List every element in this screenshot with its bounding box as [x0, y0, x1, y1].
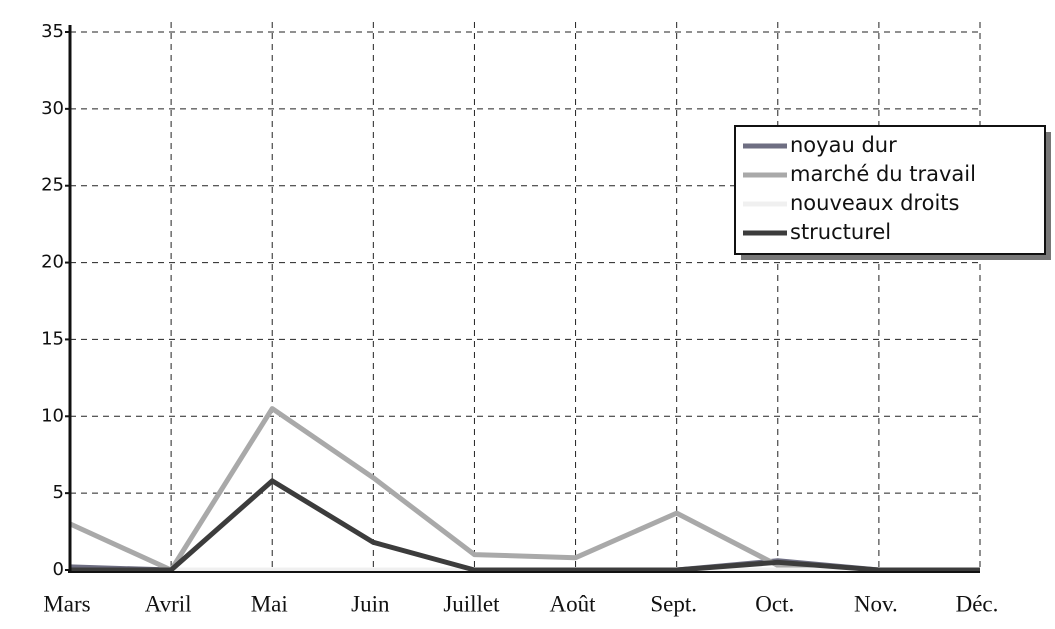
x-tick-label: Déc.: [956, 591, 999, 616]
y-tick-label: 20: [41, 252, 64, 273]
x-tick-label: Mars: [43, 591, 90, 616]
legend: noyau dur marché du travail nouveaux droit…: [734, 125, 1051, 260]
y-tick-label: 30: [41, 98, 64, 119]
y-tick-label: 0: [53, 559, 64, 580]
legend-label: nouveaux droits: [790, 191, 959, 215]
x-tick-label: Avril: [145, 591, 192, 616]
legend-label: structurel: [790, 220, 891, 244]
x-tick-label: Août: [550, 591, 597, 616]
x-tick-label: Sept.: [650, 591, 697, 616]
grid: [70, 22, 981, 571]
x-tick-label: Mai: [251, 591, 288, 616]
y-tick-label: 10: [41, 405, 64, 426]
legend-label: noyau dur: [790, 133, 897, 157]
y-tick-label: 15: [41, 328, 64, 349]
y-tick-label: 25: [41, 175, 64, 196]
lines: [68, 406, 980, 573]
series-line: [70, 478, 980, 573]
x-tick-label: Oct.: [755, 591, 794, 616]
legend-label: marché du travail: [790, 162, 976, 186]
series-line: [68, 406, 980, 573]
x-tick-label: Juin: [351, 591, 390, 616]
y-tick-label: 5: [53, 482, 64, 503]
y-tick-label: 35: [41, 21, 64, 42]
x-tick-label: Juillet: [443, 591, 500, 616]
x-tick-label: Nov.: [854, 591, 898, 616]
